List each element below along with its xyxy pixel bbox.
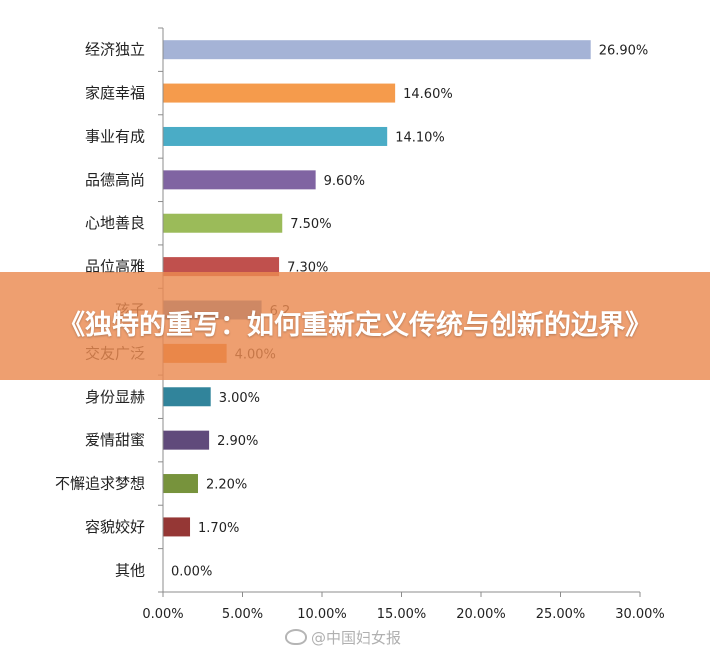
data-label: 2.20%	[206, 478, 247, 493]
category-label: 身份显赫	[85, 388, 145, 406]
category-label: 事业有成	[85, 127, 145, 145]
x-tick-label: 20.00%	[456, 607, 506, 622]
category-label: 家庭幸福	[85, 84, 145, 102]
data-label: 7.50%	[290, 217, 331, 232]
category-label: 心地善良	[85, 214, 145, 232]
data-label: 14.10%	[395, 130, 445, 145]
bar	[163, 213, 283, 233]
x-tick-label: 15.00%	[377, 607, 427, 622]
title-banner: 《独特的重写：如何重新定义传统与创新的边界》	[0, 272, 710, 380]
bar	[163, 83, 396, 103]
bar	[163, 257, 280, 277]
category-label: 不懈追求梦想	[55, 475, 145, 493]
data-label: 2.90%	[217, 434, 258, 449]
bar	[163, 170, 316, 190]
watermark-text: @中国妇女报	[311, 628, 402, 647]
x-tick-label: 30.00%	[615, 607, 665, 622]
data-label: 14.60%	[403, 87, 453, 102]
data-label: 0.00%	[171, 564, 212, 579]
data-label: 1.70%	[198, 521, 239, 536]
category-label: 爱情甜蜜	[85, 431, 145, 449]
category-label: 其他	[115, 561, 145, 579]
banner-title: 《独特的重写：如何重新定义传统与创新的边界》	[58, 310, 652, 341]
category-label: 容貌姣好	[85, 518, 145, 536]
category-label: 经济独立	[85, 41, 145, 59]
watermark: @中国妇女报	[285, 625, 401, 649]
x-tick-label: 5.00%	[222, 607, 263, 622]
bar	[163, 517, 191, 537]
weibo-icon	[285, 629, 307, 645]
category-label: 品位高雅	[85, 258, 145, 276]
data-label: 26.90%	[599, 44, 649, 59]
data-label: 9.60%	[324, 174, 365, 189]
bar	[163, 474, 198, 494]
data-label: 7.30%	[287, 261, 328, 276]
x-tick-label: 25.00%	[536, 607, 586, 622]
data-label: 3.00%	[219, 391, 260, 406]
x-tick-label: 0.00%	[142, 607, 183, 622]
category-label: 品德高尚	[85, 171, 145, 189]
bar	[163, 430, 210, 450]
bar	[163, 40, 591, 60]
x-tick-label: 10.00%	[297, 607, 347, 622]
bar	[163, 387, 211, 407]
bar	[163, 126, 388, 146]
